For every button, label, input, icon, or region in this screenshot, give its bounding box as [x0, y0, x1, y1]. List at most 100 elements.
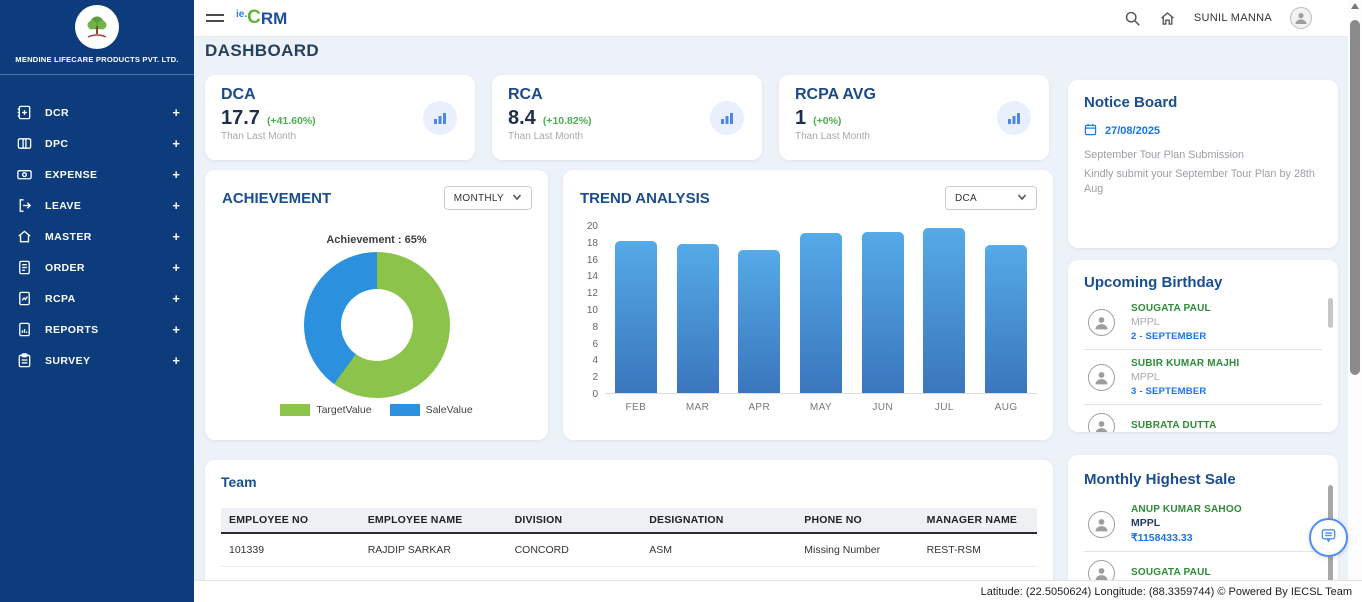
- sidebar-item-label: EXPENSE: [45, 168, 98, 181]
- sidebar-item-label: DCR: [45, 106, 69, 119]
- table-cell: 101339: [221, 533, 360, 567]
- y-tick-label: 0: [592, 389, 598, 400]
- user-name: SUNIL MANNA: [1193, 12, 1272, 24]
- x-tick-label: MAR: [685, 402, 710, 413]
- sidebar-item-dcr[interactable]: DCR +: [0, 97, 194, 128]
- sidebar-item-label: SURVEY: [45, 354, 91, 367]
- person-avatar-icon: [1088, 309, 1115, 336]
- birthday-date: 3 - SEPTEMBER: [1131, 386, 1207, 397]
- expand-plus-icon[interactable]: +: [172, 291, 180, 306]
- period-select[interactable]: MONTHLY: [443, 186, 532, 210]
- y-tick-label: 14: [586, 271, 598, 283]
- person-name: SUBRATA DUTTA: [1131, 419, 1217, 431]
- sidebar-item-label: ORDER: [45, 261, 85, 274]
- expand-plus-icon[interactable]: +: [172, 353, 180, 368]
- expand-plus-icon[interactable]: +: [172, 322, 180, 337]
- person-org: MPPL: [1131, 316, 1160, 328]
- sidebar-item-leave[interactable]: LEAVE +: [0, 190, 194, 221]
- person-avatar-icon: [1088, 510, 1115, 538]
- kpi-title: DCA: [221, 86, 256, 103]
- legend-item-targetvalue: TargetValue: [280, 404, 372, 416]
- x-tick-label: MAY: [809, 402, 833, 413]
- sidebar: MENDINE LIFECARE PRODUCTS PVT. LTD. DCR +…: [0, 0, 194, 602]
- sidebar-item-reports[interactable]: REPORTS +: [0, 314, 194, 345]
- kpi-value: 1: [795, 107, 807, 129]
- sidebar-item-master[interactable]: MASTER +: [0, 221, 194, 252]
- column-header: EMPLOYEE NAME: [359, 508, 507, 534]
- team-card: Team EMPLOYEE NO EMPLOYEE NAME DIVISION DES…: [205, 460, 1053, 602]
- table-cell: Missing Number: [796, 533, 919, 567]
- sidebar-item-survey[interactable]: SURVEY +: [0, 345, 194, 376]
- expand-plus-icon[interactable]: +: [172, 167, 180, 182]
- logo-c: C: [247, 6, 261, 28]
- scrollbar-up-arrow-icon[interactable]: [1351, 3, 1359, 9]
- expand-plus-icon[interactable]: +: [172, 260, 180, 275]
- bar-apr: [738, 250, 781, 393]
- person-name: SOUGATA PAUL: [1131, 566, 1211, 578]
- sale-amount: ₹1158433.33: [1131, 532, 1193, 544]
- metric-select[interactable]: DCA: [945, 186, 1037, 210]
- expand-plus-icon[interactable]: +: [172, 198, 180, 213]
- bar-aug: [985, 245, 1028, 393]
- column-header: MANAGER NAME: [918, 508, 1037, 534]
- hamburger-icon[interactable]: [206, 10, 224, 26]
- list-divider: [1084, 404, 1322, 405]
- legend-swatch: [389, 404, 420, 416]
- birthday-list: SOUGATA PAUL MPPL 2 - SEPTEMBER SUBIR KUMAR…: [1084, 295, 1322, 432]
- person-name: SUBIR KUMAR MAJHI: [1131, 358, 1240, 369]
- donut-legend: TargetValue SaleValue: [205, 404, 548, 416]
- birthday-scrollbar[interactable]: [1328, 298, 1333, 328]
- achievement-card: ACHIEVEMENT MONTHLY Achievement : 65% Ta…: [205, 170, 548, 440]
- sidebar-divider: [0, 74, 194, 75]
- sidebar-menu: DCR + DPC + EXPENSE + LEAVE + MASTER + ORDER + RCPA +…: [0, 97, 194, 376]
- table-row[interactable]: 101339 RAJDIP SARKAR CONCORD ASM Missing Num…: [221, 533, 1037, 567]
- list-divider: [1084, 349, 1322, 350]
- bar-chart-icon: [997, 101, 1031, 135]
- metric-select-value: DCA: [955, 192, 978, 204]
- x-tick-label: JUL: [934, 402, 954, 413]
- list-divider: [1084, 551, 1322, 552]
- sidebar-item-rcpa[interactable]: RCPA +: [0, 283, 194, 314]
- table-cell: RAJDIP SARKAR: [359, 533, 507, 567]
- page-scrollbar[interactable]: [1348, 0, 1362, 580]
- y-tick-label: 16: [586, 254, 598, 266]
- kpi-title: RCA: [508, 86, 543, 103]
- y-tick-label: 18: [586, 237, 598, 249]
- order-icon: [16, 259, 33, 276]
- team-table: EMPLOYEE NO EMPLOYEE NAME DIVISION DESIGNAT…: [221, 508, 1037, 567]
- person-org: MPPL: [1131, 371, 1160, 383]
- expand-plus-icon[interactable]: +: [172, 105, 180, 120]
- chevron-down-icon: [512, 192, 522, 205]
- expand-plus-icon[interactable]: +: [172, 229, 180, 244]
- y-tick-label: 12: [586, 288, 598, 300]
- y-tick-label: 2: [592, 372, 598, 384]
- x-tick-label: APR: [748, 402, 771, 413]
- y-tick-label: 6: [592, 338, 598, 350]
- trend-plot-area: [605, 226, 1037, 394]
- sidebar-item-label: RCPA: [45, 292, 76, 305]
- kpi-value: 8.4: [508, 107, 536, 129]
- search-icon[interactable]: [1124, 10, 1141, 27]
- app-logo: ie. C RM: [236, 8, 287, 29]
- sidebar-item-expense[interactable]: EXPENSE +: [0, 159, 194, 190]
- person-name: ANUP KUMAR SAHOO: [1131, 504, 1242, 515]
- chat-button[interactable]: [1309, 518, 1348, 557]
- trend-title: TREND ANALYSIS: [580, 189, 710, 207]
- x-tick-label: FEB: [625, 402, 647, 413]
- kpi-caption: Than Last Month: [221, 131, 297, 142]
- sidebar-item-label: MASTER: [45, 230, 92, 243]
- page-scrollbar-thumb[interactable]: [1350, 20, 1360, 375]
- expand-plus-icon[interactable]: +: [172, 136, 180, 151]
- sidebar-item-order[interactable]: ORDER +: [0, 252, 194, 283]
- upcoming-birthday-card: Upcoming Birthday SOUGATA PAUL MPPL 2 - SE…: [1068, 260, 1338, 432]
- sidebar-item-dpc[interactable]: DPC +: [0, 128, 194, 159]
- y-tick-label: 8: [592, 321, 598, 333]
- home-icon[interactable]: [1159, 10, 1176, 27]
- page-title: DASHBOARD: [205, 41, 320, 60]
- footer-text: Latitude: (22.5050624) Longitude: (88.33…: [980, 585, 1352, 598]
- avatar-icon[interactable]: [1290, 7, 1312, 29]
- kpi-caption: Than Last Month: [795, 131, 871, 142]
- topbar: ie. C RM SUNIL MANNA: [194, 0, 1362, 37]
- birthday-entry: SUBIR KUMAR MAJHI MPPL 3 - SEPTEMBER: [1084, 350, 1322, 404]
- footer: Latitude: (22.5050624) Longitude: (88.33…: [194, 580, 1362, 602]
